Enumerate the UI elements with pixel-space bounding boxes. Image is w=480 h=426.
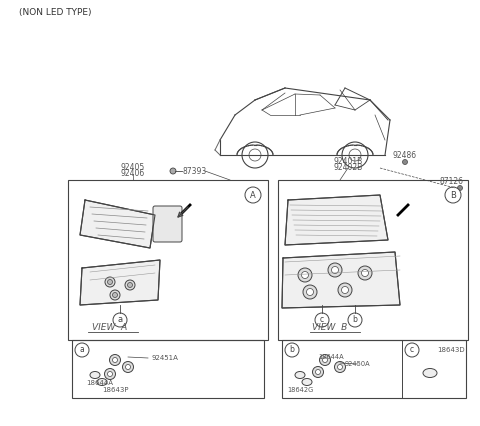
Circle shape <box>342 142 368 168</box>
Text: 92406: 92406 <box>121 170 145 178</box>
Circle shape <box>403 159 408 164</box>
Circle shape <box>245 187 261 203</box>
Circle shape <box>312 366 324 377</box>
Circle shape <box>125 280 135 290</box>
Circle shape <box>113 313 127 327</box>
FancyBboxPatch shape <box>153 206 182 242</box>
Ellipse shape <box>423 368 437 377</box>
Circle shape <box>358 266 372 280</box>
Circle shape <box>110 290 120 300</box>
Ellipse shape <box>90 371 100 378</box>
Circle shape <box>112 357 118 363</box>
Text: 87126: 87126 <box>439 176 463 185</box>
Circle shape <box>335 362 346 372</box>
Circle shape <box>315 369 321 374</box>
Polygon shape <box>282 252 400 308</box>
Text: b: b <box>289 345 294 354</box>
Circle shape <box>303 285 317 299</box>
Circle shape <box>108 279 112 285</box>
Circle shape <box>298 268 312 282</box>
Text: c: c <box>410 345 414 354</box>
Circle shape <box>320 354 331 366</box>
Circle shape <box>109 354 120 366</box>
Ellipse shape <box>302 378 312 386</box>
Circle shape <box>242 142 268 168</box>
Circle shape <box>323 357 327 363</box>
Circle shape <box>348 313 362 327</box>
Text: 92486: 92486 <box>393 150 417 159</box>
Circle shape <box>249 149 261 161</box>
Circle shape <box>328 263 342 277</box>
Text: b: b <box>353 316 358 325</box>
Text: VIEW  A: VIEW A <box>92 323 128 333</box>
Text: a: a <box>80 345 84 354</box>
Polygon shape <box>80 260 160 305</box>
Polygon shape <box>80 200 155 248</box>
Ellipse shape <box>295 371 305 378</box>
Circle shape <box>307 288 313 296</box>
Circle shape <box>405 343 419 357</box>
Circle shape <box>301 271 309 279</box>
Text: 92451A: 92451A <box>152 355 179 361</box>
Circle shape <box>285 343 299 357</box>
Circle shape <box>105 277 115 287</box>
Circle shape <box>445 187 461 203</box>
Text: 18642G: 18642G <box>287 387 313 393</box>
Circle shape <box>315 313 329 327</box>
Circle shape <box>361 270 369 276</box>
Ellipse shape <box>97 378 107 386</box>
Text: 18643D: 18643D <box>437 347 465 353</box>
Text: 18644A: 18644A <box>318 354 344 360</box>
Text: c: c <box>320 316 324 325</box>
Bar <box>282 340 466 398</box>
Circle shape <box>108 371 112 377</box>
Text: 18644A: 18644A <box>86 380 113 386</box>
Circle shape <box>337 365 343 369</box>
Circle shape <box>125 365 131 369</box>
Text: 92450A: 92450A <box>345 361 371 367</box>
Circle shape <box>349 149 361 161</box>
Bar <box>72 340 264 398</box>
Text: (NON LED TYPE): (NON LED TYPE) <box>19 8 91 17</box>
Circle shape <box>128 282 132 288</box>
Text: 87393: 87393 <box>183 167 207 176</box>
Circle shape <box>332 267 338 273</box>
Circle shape <box>457 185 463 190</box>
Circle shape <box>170 168 176 174</box>
Text: B: B <box>450 190 456 199</box>
Text: 92405: 92405 <box>121 164 145 173</box>
Circle shape <box>105 368 116 380</box>
Text: A: A <box>250 190 256 199</box>
Text: 18643P: 18643P <box>102 387 128 393</box>
Bar <box>68 180 268 340</box>
Circle shape <box>341 287 348 294</box>
Bar <box>278 180 468 340</box>
Circle shape <box>122 362 133 372</box>
Text: a: a <box>118 316 122 325</box>
Text: 92402B: 92402B <box>334 164 362 173</box>
Circle shape <box>75 343 89 357</box>
Text: VIEW  B: VIEW B <box>312 323 348 333</box>
Circle shape <box>338 283 352 297</box>
Polygon shape <box>285 195 388 245</box>
Text: 92401B: 92401B <box>334 158 362 167</box>
Circle shape <box>112 293 118 297</box>
